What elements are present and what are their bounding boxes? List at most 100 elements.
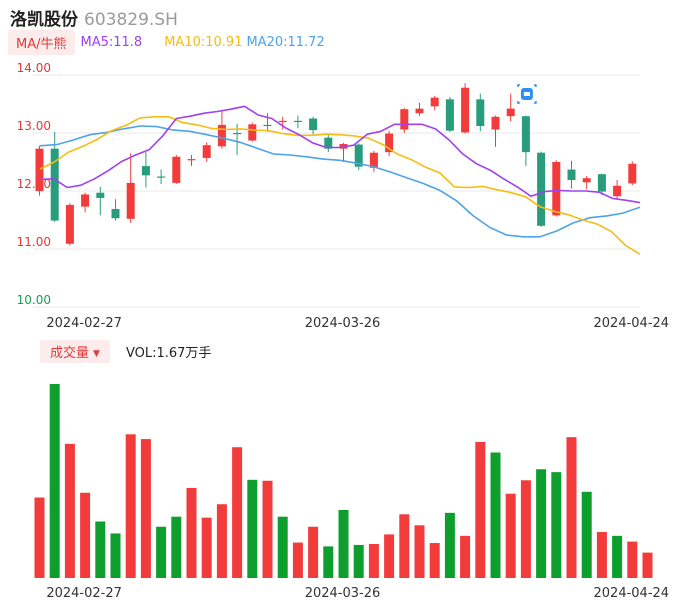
volume-bar [505,493,516,578]
volume-bar [596,532,607,578]
volume-x-tick-label: 2024-03-26 [305,586,381,601]
volume-bar [64,443,75,578]
candle [476,99,485,127]
candle [613,185,622,197]
volume-bar [414,525,425,578]
volume-bar [429,543,440,578]
volume-bar [642,552,653,578]
volume-bar [444,512,455,578]
candle [597,174,606,192]
price-tick-label: 10.00 [17,293,51,307]
volume-bar [490,452,501,578]
volume-bar [125,434,136,578]
volume-bar [186,487,197,578]
ma-legend: MA/牛熊 MA5:11.8 MA10:10.91 MA20:11.72 [8,29,325,55]
candle [628,163,637,184]
volume-bar [292,542,303,578]
candle [96,192,105,198]
candle [461,87,470,133]
candle [309,118,318,131]
price-x-tick-label: 2024-02-27 [46,316,122,331]
volume-bar [277,516,288,578]
candle [369,152,378,168]
candle [582,178,591,183]
candle [157,176,166,178]
candle [35,148,44,191]
candle [491,116,500,130]
volume-x-tick-label: 2024-02-27 [46,586,122,601]
volume-bar [536,469,547,578]
candle [217,124,226,147]
candle [81,194,90,207]
volume-bar [201,517,212,578]
ma10-line [39,116,641,255]
volume-value: VOL:1.67万手 [125,345,212,361]
ma20-legend: MA20:11.72 [246,34,325,50]
candle [172,156,181,183]
candle [111,208,120,219]
volume-bar [475,441,486,578]
volume-bar [49,384,60,578]
volume-bar [262,480,273,578]
candle [400,109,409,130]
candle [50,148,59,221]
candle [126,182,135,219]
volume-bar [216,504,227,578]
price-tick-label: 13.00 [17,119,51,133]
volume-bar [368,543,379,578]
ma5-legend: MA5:11.8 [80,34,143,50]
stock-code: 603829.SH [84,10,178,30]
volume-bar [566,437,577,578]
volume-bar [551,472,562,578]
candle [385,133,394,153]
volume-bar [308,526,319,578]
candle [278,120,287,123]
candle [187,159,196,161]
volume-bar [612,535,623,578]
candle [263,124,272,127]
volume-legend: 成交量 ▼ VOL:1.67万手 [40,339,212,363]
candle [521,116,530,153]
volume-bar [399,514,410,578]
volume-x-tick-label: 2024-04-24 [594,586,670,601]
candle [506,108,515,117]
volume-bar [384,534,395,578]
event-marker-icon [517,84,537,104]
volume-bar [232,447,243,578]
volume-bar [34,497,45,578]
volume-bar [247,479,258,578]
candle [65,204,74,244]
candle [537,152,546,226]
ma10-legend: MA10:10.91 [164,34,243,50]
volume-bar [338,509,349,578]
volume-bar [171,516,182,578]
caret-down-icon: ▼ [93,348,100,359]
candle [233,133,242,135]
candle [248,124,257,141]
candle [202,145,211,158]
candle [567,169,576,180]
volume-type-label: 成交量 [50,345,90,361]
candle [324,137,333,149]
volume-bar [323,546,334,578]
price-x-tick-label: 2024-03-26 [305,316,381,331]
candle [354,144,363,167]
price-x-tick-label: 2024-04-24 [594,316,670,331]
candle [415,108,424,114]
volume-bar [353,544,364,578]
candle [293,120,302,123]
price-tick-label: 11.00 [17,235,51,249]
ma-type-selector[interactable]: MA/牛熊 [8,29,75,55]
volume-bar [95,521,106,578]
volume-bar [110,533,121,578]
stock-header: 洛凯股份 603829.SH [10,5,178,30]
volume-type-selector[interactable]: 成交量 ▼ [40,339,110,363]
volume-bar [460,535,471,578]
stock-name: 洛凯股份 [10,10,78,30]
ma20-line [39,125,641,238]
volume-bar [581,491,592,578]
ma5-line [39,105,641,204]
candle [141,166,150,176]
volume-bar [140,439,151,578]
